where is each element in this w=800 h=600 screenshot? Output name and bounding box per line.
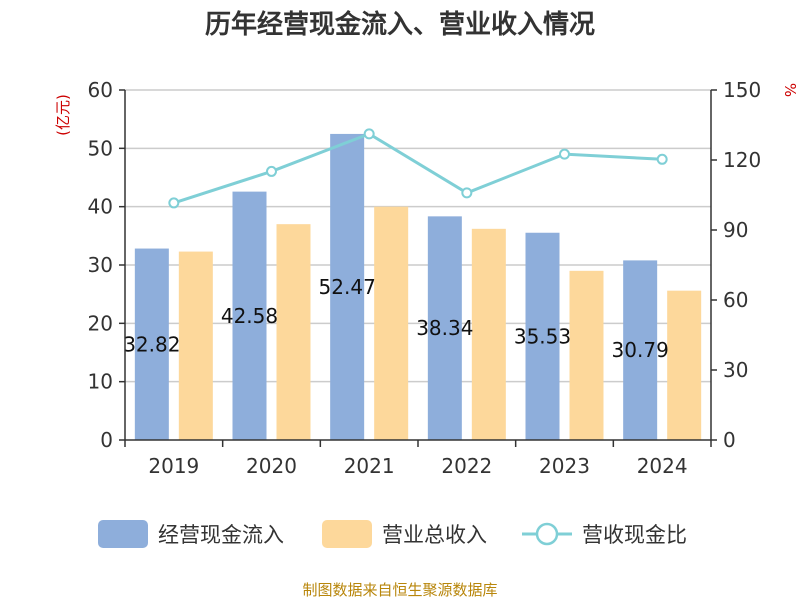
left-axis-tick-label: 30	[88, 253, 113, 277]
data-labels-group: 32.82 42.58 52.47 38.34 35.53 30.79	[123, 275, 669, 362]
right-axis-tick-label: 0	[723, 428, 736, 452]
ratio-point	[266, 165, 277, 177]
cash-inflow-bar	[427, 216, 462, 440]
axes-group: 0 10 20 30 40 50 60 0 30 60 90 120 150 2019 2020 2021 20…	[88, 78, 762, 478]
left-axis-unit: (亿元)	[54, 94, 72, 136]
right-axis-tick-label: 90	[723, 218, 748, 242]
ratio-point	[656, 153, 668, 165]
ratio-line	[173, 132, 663, 205]
right-axis-tick-label: 150	[723, 78, 761, 102]
gridlines	[125, 89, 711, 383]
ratio-point	[461, 187, 473, 199]
cash-inflow-data-label: 35.53	[514, 324, 571, 348]
x-axis-tick-label: 2022	[441, 454, 492, 478]
revenue-bar	[569, 270, 604, 440]
x-axis-tick-label: 2024	[637, 454, 688, 478]
left-axis-tick-label: 0	[100, 428, 113, 452]
cash-inflow-data-label: 42.58	[221, 304, 278, 328]
ratio-line-group	[168, 128, 668, 209]
chart-title: 历年经营现金流入、营业收入情况	[205, 9, 595, 40]
legend-label-revenue: 营业总收入	[382, 523, 487, 547]
legend-swatch-revenue	[322, 520, 372, 548]
cash-inflow-bar	[330, 133, 365, 441]
right-axis-unit: %	[781, 83, 799, 97]
bars-group	[134, 133, 702, 441]
left-axis-tick-label: 20	[88, 311, 113, 335]
revenue-bar	[276, 224, 311, 440]
legend: 经营现金流入 营业总收入 营收现金比	[98, 520, 687, 548]
legend-swatch-cash-inflow	[98, 520, 148, 548]
x-axis-tick-label: 2020	[246, 454, 297, 478]
cash-inflow-bar	[232, 191, 267, 440]
revenue-bar	[178, 251, 213, 440]
right-axis-tick-label: 30	[723, 358, 748, 382]
data-source-note: 制图数据来自恒生聚源数据库	[302, 581, 497, 599]
revenue-bar	[471, 228, 506, 440]
x-axis-tick-label: 2021	[344, 454, 395, 478]
cash-inflow-data-label: 30.79	[612, 338, 669, 362]
left-axis-tick-label: 10	[88, 370, 113, 394]
ratio-point	[168, 197, 180, 209]
left-axis-tick-label: 40	[88, 195, 113, 219]
legend-swatch-ratio-marker	[535, 522, 559, 546]
legend-label-cash-inflow: 经营现金流入	[158, 523, 284, 547]
revenue-bar	[374, 206, 409, 440]
cash-inflow-bar	[623, 260, 658, 440]
cash-inflow-data-label: 38.34	[416, 316, 473, 340]
left-axis-tick-label: 60	[88, 78, 113, 102]
cash-inflow-data-label: 32.82	[123, 332, 180, 356]
ratio-point	[363, 128, 375, 140]
cash-inflow-data-label: 52.47	[319, 275, 376, 299]
x-axis-tick-label: 2023	[539, 454, 590, 478]
legend-label-ratio: 营收现金比	[582, 523, 687, 547]
right-axis-tick-label: 60	[723, 288, 748, 312]
left-axis-tick-label: 50	[88, 136, 113, 160]
x-axis-tick-label: 2019	[148, 454, 199, 478]
cash-inflow-bar	[525, 232, 560, 440]
ratio-point	[559, 148, 570, 160]
revenue-bar	[667, 290, 702, 440]
cash-inflow-bar	[134, 248, 169, 440]
right-axis-tick-label: 120	[723, 148, 761, 172]
